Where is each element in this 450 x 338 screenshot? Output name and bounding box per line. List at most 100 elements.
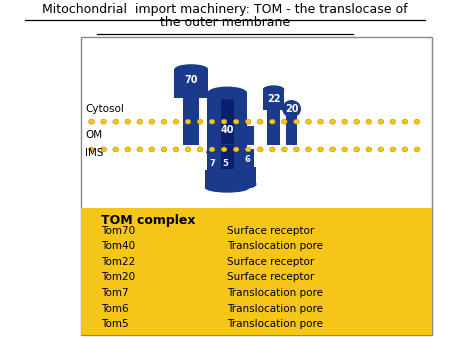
Ellipse shape [221, 147, 227, 152]
FancyBboxPatch shape [207, 126, 218, 145]
Text: Translocation pore: Translocation pore [227, 304, 323, 314]
Ellipse shape [318, 119, 323, 124]
Ellipse shape [125, 119, 130, 124]
Ellipse shape [306, 119, 311, 124]
Text: Surface receptor: Surface receptor [227, 272, 315, 283]
Ellipse shape [270, 147, 275, 152]
FancyBboxPatch shape [175, 69, 208, 98]
Ellipse shape [206, 149, 219, 155]
FancyBboxPatch shape [183, 95, 199, 123]
Ellipse shape [221, 119, 227, 124]
Ellipse shape [402, 147, 408, 152]
Ellipse shape [173, 147, 179, 152]
Ellipse shape [354, 147, 360, 152]
Ellipse shape [282, 119, 287, 124]
Text: Tom20: Tom20 [101, 272, 135, 283]
Ellipse shape [294, 147, 299, 152]
Ellipse shape [282, 147, 287, 152]
Ellipse shape [257, 147, 263, 152]
Ellipse shape [221, 119, 227, 124]
Ellipse shape [149, 119, 154, 124]
FancyBboxPatch shape [207, 126, 247, 145]
Ellipse shape [209, 119, 215, 124]
FancyBboxPatch shape [286, 126, 297, 145]
Ellipse shape [137, 147, 143, 152]
Ellipse shape [161, 119, 166, 124]
FancyBboxPatch shape [86, 126, 423, 145]
FancyBboxPatch shape [81, 208, 432, 335]
Ellipse shape [354, 119, 360, 124]
Ellipse shape [294, 119, 299, 124]
Ellipse shape [137, 119, 143, 124]
Ellipse shape [257, 147, 263, 152]
Ellipse shape [282, 119, 287, 124]
Text: 40: 40 [220, 125, 234, 135]
Ellipse shape [318, 147, 323, 152]
Ellipse shape [89, 147, 94, 152]
Text: 6: 6 [244, 155, 251, 164]
Text: Tom70: Tom70 [101, 226, 135, 236]
Ellipse shape [173, 147, 179, 152]
Text: IMS: IMS [86, 148, 104, 159]
Text: Tom5: Tom5 [101, 319, 129, 329]
Text: Translocation pore: Translocation pore [227, 288, 323, 298]
FancyBboxPatch shape [183, 126, 199, 145]
Ellipse shape [318, 119, 323, 124]
Ellipse shape [282, 100, 301, 118]
Ellipse shape [161, 119, 166, 124]
Ellipse shape [137, 147, 143, 152]
Ellipse shape [354, 119, 360, 124]
Ellipse shape [330, 119, 335, 124]
Ellipse shape [161, 147, 166, 152]
Text: 20: 20 [285, 104, 298, 114]
Ellipse shape [414, 147, 420, 152]
Text: 22: 22 [267, 94, 280, 104]
Ellipse shape [342, 147, 347, 152]
Ellipse shape [390, 147, 396, 152]
Ellipse shape [234, 119, 239, 124]
Ellipse shape [240, 165, 255, 172]
Ellipse shape [101, 119, 106, 124]
Ellipse shape [161, 147, 166, 152]
Ellipse shape [113, 147, 118, 152]
Ellipse shape [414, 119, 420, 124]
Text: Translocation pore: Translocation pore [227, 241, 323, 251]
Text: Tom40: Tom40 [101, 241, 135, 251]
FancyBboxPatch shape [220, 93, 234, 169]
Ellipse shape [330, 147, 335, 152]
Ellipse shape [149, 147, 154, 152]
FancyBboxPatch shape [81, 37, 432, 335]
Ellipse shape [390, 119, 396, 124]
Ellipse shape [245, 119, 251, 124]
Ellipse shape [125, 147, 130, 152]
Ellipse shape [234, 147, 239, 152]
Ellipse shape [366, 119, 372, 124]
Ellipse shape [207, 87, 247, 99]
Ellipse shape [267, 134, 280, 140]
Ellipse shape [378, 147, 383, 152]
Ellipse shape [209, 119, 215, 124]
Ellipse shape [342, 119, 347, 124]
Ellipse shape [318, 147, 323, 152]
Ellipse shape [330, 147, 335, 152]
Ellipse shape [270, 147, 275, 152]
FancyBboxPatch shape [263, 90, 284, 110]
Ellipse shape [125, 119, 130, 124]
Ellipse shape [209, 147, 215, 152]
Ellipse shape [234, 147, 239, 152]
Ellipse shape [270, 119, 275, 124]
Ellipse shape [402, 119, 408, 124]
Ellipse shape [197, 119, 203, 124]
Ellipse shape [366, 147, 372, 152]
FancyBboxPatch shape [220, 152, 230, 173]
Ellipse shape [294, 147, 299, 152]
FancyBboxPatch shape [239, 167, 256, 184]
Ellipse shape [182, 133, 200, 141]
Text: Translocation pore: Translocation pore [227, 319, 323, 329]
Text: Mitochondrial  import machinery: TOM - the translocase of: Mitochondrial import machinery: TOM - th… [42, 3, 408, 16]
FancyBboxPatch shape [86, 126, 423, 145]
FancyBboxPatch shape [207, 152, 218, 173]
Ellipse shape [185, 119, 191, 124]
Ellipse shape [185, 147, 191, 152]
Ellipse shape [306, 147, 311, 152]
